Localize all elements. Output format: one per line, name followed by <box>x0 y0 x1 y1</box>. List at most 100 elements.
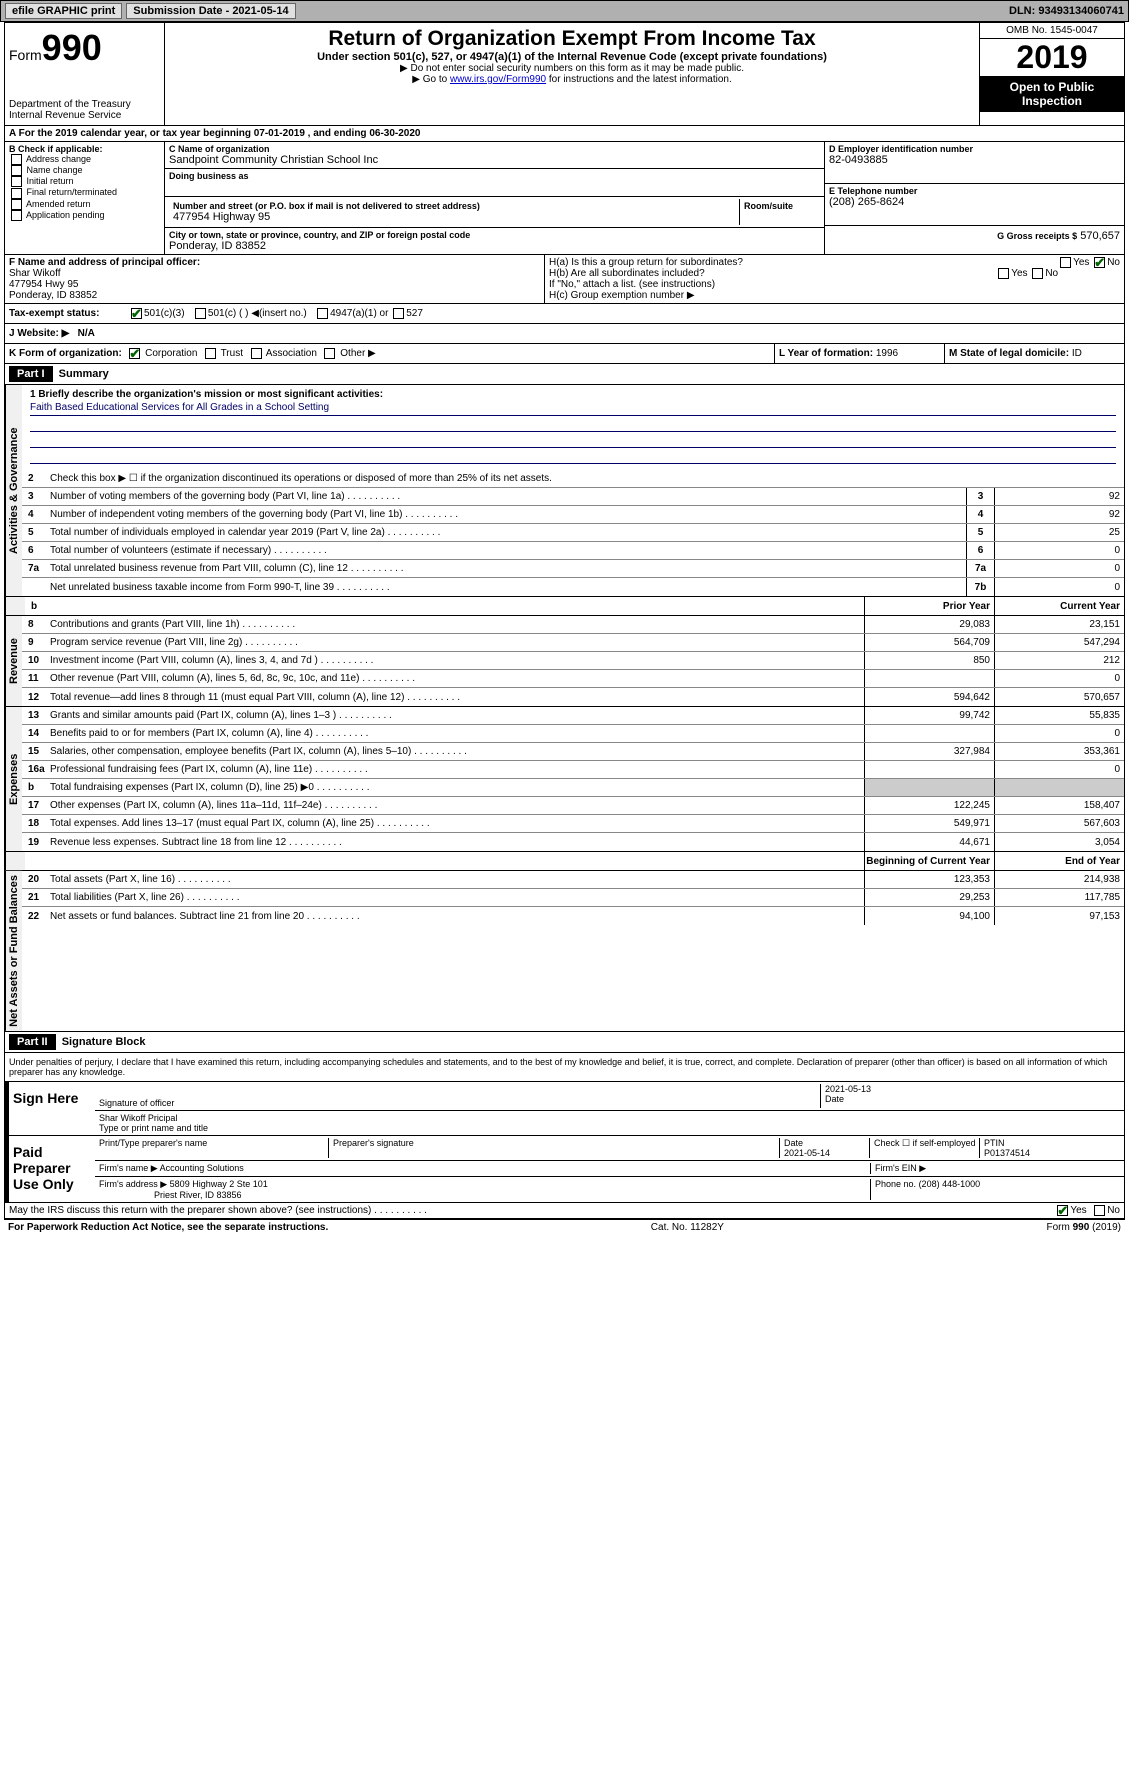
line-text: Benefits paid to or for members (Part IX… <box>50 727 864 740</box>
form-header: Form990 Department of the Treasury Inter… <box>4 22 1125 126</box>
addr-label: Number and street (or P.O. box if mail i… <box>173 201 735 211</box>
line-text: Professional fundraising fees (Part IX, … <box>50 763 864 776</box>
box-b-check[interactable] <box>11 165 22 176</box>
sig-name: Shar Wikoff Pricipal <box>99 1113 208 1123</box>
current-val: 353,361 <box>994 743 1124 760</box>
prior-val: 94,100 <box>864 907 994 925</box>
q2: Check this box ▶ ☐ if the organization d… <box>50 472 1124 485</box>
line-text: Revenue less expenses. Subtract line 18 … <box>50 836 864 849</box>
website-val: N/A <box>78 328 95 339</box>
dba-label: Doing business as <box>169 171 820 181</box>
tab-revenue: Revenue <box>5 616 22 706</box>
box-k: K Form of organization: <box>9 348 122 359</box>
current-val: 0 <box>994 725 1124 742</box>
line-text: Investment income (Part VIII, column (A)… <box>50 654 864 667</box>
firm-name-label: Firm's name ▶ <box>99 1163 158 1173</box>
box-b-header: B Check if applicable: <box>9 144 160 154</box>
box-b-check[interactable] <box>11 154 22 165</box>
ha-yes[interactable] <box>1060 257 1071 268</box>
ptin: P01374514 <box>984 1148 1030 1158</box>
prior-val: 594,642 <box>864 688 994 706</box>
prep-date: 2021-05-14 <box>784 1148 830 1158</box>
current-val: 117,785 <box>994 889 1124 906</box>
line-text: Net assets or fund balances. Subtract li… <box>50 910 864 923</box>
part2-hdr: Part II <box>9 1034 56 1050</box>
firm-city: Priest River, ID 83856 <box>154 1190 242 1200</box>
line-text: Total assets (Part X, line 16) <box>50 873 864 886</box>
prior-val: 850 <box>864 652 994 669</box>
box-e-label: E Telephone number <box>829 186 1120 196</box>
status-501c3[interactable] <box>131 308 142 319</box>
prior-val: 327,984 <box>864 743 994 760</box>
k-corp[interactable] <box>129 348 140 359</box>
box-m-label: M State of legal domicile: <box>949 348 1069 359</box>
box-b: B Check if applicable: Address change Na… <box>5 142 165 254</box>
submission-button[interactable]: Submission Date - 2021-05-14 <box>126 3 295 19</box>
status-4947[interactable] <box>317 308 328 319</box>
tax-year: 2019 <box>980 39 1124 76</box>
box-g-label: G Gross receipts $ <box>997 231 1077 241</box>
discuss: May the IRS discuss this return with the… <box>9 1205 371 1216</box>
prior-val: 29,083 <box>864 616 994 633</box>
tax-status-label: Tax-exempt status: <box>9 308 129 319</box>
box-d-label: D Employer identification number <box>829 144 1120 154</box>
box-f-label: F Name and address of principal officer: <box>9 257 540 268</box>
line-text: Total fundraising expenses (Part IX, col… <box>50 781 864 794</box>
officer-addr2: Ponderay, ID 83852 <box>9 290 540 301</box>
firm-addr: 5809 Highway 2 Ste 101 <box>170 1179 268 1189</box>
box-b-check[interactable] <box>11 176 22 187</box>
tab-expenses: Expenses <box>5 707 22 851</box>
officer-addr1: 477954 Hwy 95 <box>9 279 540 290</box>
line-val: 0 <box>994 542 1124 559</box>
current-val: 547,294 <box>994 634 1124 651</box>
state-domicile: ID <box>1072 348 1082 359</box>
year-formation: 1996 <box>876 348 898 359</box>
k-trust[interactable] <box>205 348 216 359</box>
part1-hdr: Part I <box>9 366 53 382</box>
ptin-label: PTIN <box>984 1138 1005 1148</box>
efile-button[interactable]: efile GRAPHIC print <box>5 3 122 19</box>
current-val: 567,603 <box>994 815 1124 832</box>
box-b-check[interactable] <box>11 210 22 221</box>
discuss-yes[interactable] <box>1057 1205 1068 1216</box>
prior-val <box>864 761 994 778</box>
instr-1: ▶ Do not enter social security numbers o… <box>169 63 975 74</box>
org-address: 477954 Highway 95 <box>173 211 735 223</box>
k-other[interactable] <box>324 348 335 359</box>
line-val: 92 <box>994 506 1124 523</box>
line-val: 0 <box>994 560 1124 577</box>
status-501c[interactable] <box>195 308 206 319</box>
line-text: Number of independent voting members of … <box>50 508 966 521</box>
hb-yes[interactable] <box>998 268 1009 279</box>
prior-val: 122,245 <box>864 797 994 814</box>
hb-no[interactable] <box>1032 268 1043 279</box>
form-subtitle: Under section 501(c), 527, or 4947(a)(1)… <box>169 51 975 63</box>
line-text: Total number of volunteers (estimate if … <box>50 544 966 557</box>
hb-note: If "No," attach a list. (see instruction… <box>549 279 1120 290</box>
line-text: Contributions and grants (Part VIII, lin… <box>50 618 864 631</box>
dept: Department of the Treasury Internal Reve… <box>9 99 160 121</box>
instr-2-post: for instructions and the latest informat… <box>546 74 732 85</box>
form-label: Form <box>9 47 42 63</box>
current-val: 55,835 <box>994 707 1124 724</box>
box-b-check[interactable] <box>11 188 22 199</box>
discuss-no[interactable] <box>1094 1205 1105 1216</box>
part2-title: Signature Block <box>62 1036 146 1048</box>
ha-no[interactable] <box>1094 257 1105 268</box>
gross-receipts: 570,657 <box>1080 230 1120 242</box>
prior-val: 99,742 <box>864 707 994 724</box>
firm-name: Accounting Solutions <box>160 1163 244 1173</box>
k-assoc[interactable] <box>251 348 262 359</box>
hb-label: H(b) Are all subordinates included? <box>549 268 705 279</box>
declaration: Under penalties of perjury, I declare th… <box>5 1053 1124 1081</box>
omb: OMB No. 1545-0047 <box>980 23 1124 39</box>
line-text: Other revenue (Part VIII, column (A), li… <box>50 672 864 685</box>
box-b-check[interactable] <box>11 199 22 210</box>
hc-label: H(c) Group exemption number ▶ <box>549 290 1120 301</box>
status-527[interactable] <box>393 308 404 319</box>
col-prior: Prior Year <box>864 597 994 615</box>
firm-phone: (208) 448-1000 <box>919 1179 981 1189</box>
box-c-label: C Name of organization <box>169 144 820 154</box>
org-name: Sandpoint Community Christian School Inc <box>169 154 820 166</box>
instr-link[interactable]: www.irs.gov/Form990 <box>450 74 546 85</box>
